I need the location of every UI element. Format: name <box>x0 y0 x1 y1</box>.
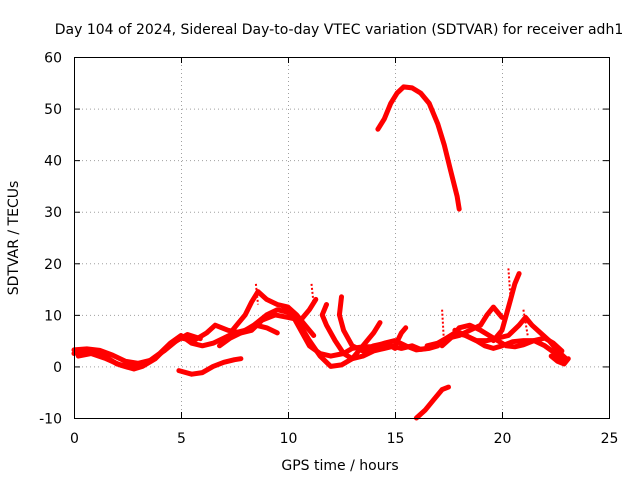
y-axis-label: SDTVAR / TECUs <box>6 181 22 296</box>
series-arc-o <box>439 322 565 354</box>
x-tick-label: 25 <box>601 431 619 447</box>
hatch-4 <box>254 283 259 305</box>
series-arc-c <box>71 332 203 366</box>
y-tick-label: 30 <box>44 205 62 221</box>
hatch-2 <box>522 309 529 336</box>
hatch-3 <box>507 268 512 300</box>
hatch-5 <box>310 283 315 305</box>
y-tick-label: 0 <box>53 360 62 376</box>
series-arc-b <box>75 296 319 372</box>
series-arc-h <box>319 302 409 362</box>
series-arc-p <box>388 343 441 352</box>
series-arc-i <box>336 294 398 354</box>
x-tick-label: 5 <box>177 431 186 447</box>
series-arc-q <box>548 353 571 367</box>
x-tick-label: 0 <box>70 431 79 447</box>
series-arc-n <box>490 271 522 344</box>
plot-frame <box>74 57 610 419</box>
y-tick-label: 20 <box>44 257 62 273</box>
x-tick-label: 10 <box>280 431 298 447</box>
y-tick-label: 50 <box>44 102 62 118</box>
grid-layer <box>74 57 609 418</box>
series-arc-e <box>229 289 317 338</box>
y-tick-label: 60 <box>44 51 62 67</box>
y-tick-label: 40 <box>44 154 62 170</box>
series-arc-d <box>176 356 244 377</box>
x-axis-label: GPS time / hours <box>281 458 398 474</box>
x-tick-label: 15 <box>387 431 405 447</box>
y-tick-label: 10 <box>44 308 62 324</box>
chart-title: Day 104 of 2024, Sidereal Day-to-day VTE… <box>55 22 623 38</box>
tick-layer: 0 5 10 15 20 25 -10 0 10 20 30 40 50 60 <box>39 51 618 448</box>
x-tick-label: 20 <box>494 431 512 447</box>
series-arc-k <box>413 384 451 421</box>
y-tick-label: -10 <box>39 412 62 428</box>
series-layer <box>71 84 571 421</box>
series-arc-j <box>375 84 462 212</box>
